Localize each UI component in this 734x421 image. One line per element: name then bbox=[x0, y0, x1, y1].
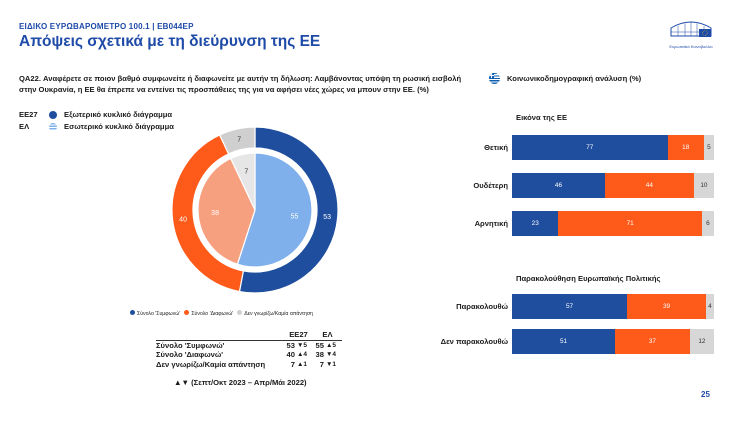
eu27-value: 7 bbox=[290, 359, 295, 369]
bar-segment-dk: 10 bbox=[693, 173, 714, 198]
legend-dk-label: Δεν γνωρίζω/Καμία απάντηση bbox=[244, 311, 313, 317]
gr-trend: ▼1 bbox=[326, 360, 337, 368]
gr-value: 55 bbox=[313, 339, 324, 350]
row-label: Σύνολο 'Συμφωνώ' bbox=[156, 339, 284, 350]
trend-footnote: ▲▼ (Σεπτ/Οκτ 2023 – Απρ/Μάι 2022) bbox=[174, 378, 307, 387]
pie-legend: Σύνολο 'Συμφωνώ' Σύνολο 'Διαφωνώ' Δεν γν… bbox=[130, 310, 313, 317]
bar-segment-agree: 57 bbox=[512, 294, 628, 319]
dk-dot-icon bbox=[237, 310, 243, 315]
outer-slice-dk bbox=[218, 126, 256, 155]
bar-segment-agree: 23 bbox=[512, 211, 559, 236]
eu27-value: 40 bbox=[286, 350, 295, 359]
stacked-bar: 57 39 4 bbox=[512, 294, 714, 319]
report-kicker: ΕΙΔΙΚΟ ΕΥΡΩΒΑΡΟΜΕΤΡΟ 100.1 | EB044EP bbox=[19, 22, 194, 31]
stacked-bar: 23 71 6 bbox=[512, 211, 714, 236]
greek-flag-icon bbox=[489, 73, 500, 84]
summary-table: ΕΕ27 ΕΛ Σύνολο 'Συμφωνώ' 53 ▼5 55 ▲5 Σύν… bbox=[156, 330, 342, 369]
outer-label-agree: 53 bbox=[323, 214, 331, 221]
bar-segment-disagree: 44 bbox=[604, 173, 694, 198]
survey-question: QA22. Αναφέρετε σε ποιον βαθμό συμφωνείτ… bbox=[19, 74, 462, 94]
bar-segment-agree: 77 bbox=[512, 135, 668, 160]
inner-slice-dk bbox=[229, 152, 256, 211]
bar-category-label: Θετική bbox=[484, 143, 508, 152]
greek-flag-icon bbox=[49, 122, 57, 131]
row-label: Δεν γνωρίζω/Καμία απάντηση bbox=[156, 359, 266, 369]
inner-slice-disagree bbox=[197, 157, 256, 265]
bar-segment-agree: 51 bbox=[512, 329, 616, 354]
bar-segment-disagree: 37 bbox=[615, 329, 690, 354]
table-row: Δεν γνωρίζω/Καμία απάντηση 7 ▲1 7 ▼1 bbox=[156, 360, 342, 370]
gr-value: 7 bbox=[319, 359, 324, 369]
ring-legend-text: Εσωτερικό κυκλικό διάγραμμα bbox=[64, 122, 174, 131]
legend-disagree-label: Σύνολο 'Διαφωνώ' bbox=[191, 311, 234, 317]
table-row: Σύνολο 'Συμφωνώ' 53 ▼5 55 ▲5 bbox=[156, 339, 342, 350]
table-row: Σύνολο 'Διαφωνώ' 40 ▲4 38 ▼4 bbox=[156, 350, 342, 360]
nested-donut-chart: 53 40 7 55 38 7 bbox=[171, 126, 339, 294]
legend-disagree: Σύνολο 'Διαφωνώ' bbox=[184, 310, 233, 317]
ring-legend-outer: ΕΕ27 Εξωτερικό κυκλικό διάγραμμα bbox=[19, 110, 172, 119]
parliament-logo: Ευρωπαϊκό Κοινοβούλιο bbox=[668, 18, 714, 49]
agree-dot-icon bbox=[130, 310, 135, 315]
ring-legend-code: ΕΛ bbox=[19, 122, 30, 131]
eu27-trend: ▲1 bbox=[297, 360, 308, 368]
ring-legend-inner: ΕΛ Εσωτερικό κυκλικό διάγραμμα bbox=[19, 122, 174, 131]
row-label: Σύνολο 'Διαφωνώ' bbox=[156, 350, 224, 359]
socio-title-text: Κοινωνικοδημογραφική ανάλυση (%) bbox=[507, 74, 642, 83]
section-title-eu-policy: Παρακολούθηση Ευρωπαϊκής Πολιτικής bbox=[516, 274, 661, 283]
logo-text: Ευρωπαϊκό Κοινοβούλιο bbox=[669, 44, 713, 49]
legend-dk: Δεν γνωρίζω/Καμία απάντηση bbox=[237, 310, 313, 317]
eu27-value: 53 bbox=[284, 339, 295, 350]
inner-label-agree: 55 bbox=[291, 214, 299, 221]
eu27-trend: ▼5 bbox=[295, 339, 313, 350]
gr-trend: ▲5 bbox=[324, 339, 342, 350]
table-header-gr: ΕΛ bbox=[322, 330, 333, 339]
parliament-building-icon bbox=[670, 21, 712, 37]
gr-value: 38 bbox=[315, 350, 324, 359]
page-number: 25 bbox=[701, 390, 710, 399]
outer-label-disagree: 40 bbox=[179, 216, 187, 223]
bar-segment-dk: 5 bbox=[703, 135, 714, 160]
section-title-eu-image: Εικόνα της ΕΕ bbox=[516, 113, 568, 122]
eu27-trend: ▲4 bbox=[297, 351, 308, 358]
bar-segment-disagree: 39 bbox=[627, 294, 706, 319]
gr-trend: ▼4 bbox=[326, 351, 337, 358]
legend-agree-label: Σύνολο 'Συμφωνώ' bbox=[137, 311, 181, 317]
bar-category-label: Παρακολουθώ bbox=[456, 302, 508, 311]
socio-title: Κοινωνικοδημογραφική ανάλυση (%) bbox=[489, 73, 641, 84]
bar-segment-dk: 12 bbox=[689, 329, 714, 354]
stacked-bar: 46 44 10 bbox=[512, 173, 714, 198]
bar-segment-dk: 6 bbox=[701, 211, 714, 236]
ring-legend-text: Εξωτερικό κυκλικό διάγραμμα bbox=[64, 110, 173, 119]
outer-slice-agree bbox=[238, 126, 339, 294]
inner-label-disagree: 38 bbox=[211, 210, 219, 217]
page-title: Απόψεις σχετικά με τη διεύρυνση της ΕΕ bbox=[19, 33, 321, 50]
stacked-bar: 51 37 12 bbox=[512, 329, 714, 354]
legend-agree: Σύνολο 'Συμφωνώ' bbox=[130, 310, 180, 317]
bar-segment-disagree: 71 bbox=[558, 211, 702, 236]
bar-segment-agree: 46 bbox=[512, 173, 605, 198]
bar-segment-dk: 4 bbox=[705, 294, 714, 319]
table-header-row: ΕΕ27 ΕΛ bbox=[156, 330, 342, 340]
ring-legend-code: ΕΕ27 bbox=[19, 110, 38, 119]
inner-label-dk: 7 bbox=[244, 168, 248, 175]
inner-slice-agree bbox=[236, 152, 313, 268]
outer-ring-marker-icon bbox=[49, 110, 57, 119]
bar-category-label: Ουδέτερη bbox=[473, 181, 508, 190]
bar-category-label: Αρνητική bbox=[474, 219, 508, 228]
outer-label-dk: 7 bbox=[237, 137, 241, 144]
bar-category-label: Δεν παρακολουθώ bbox=[440, 337, 508, 346]
stacked-bar: 77 18 5 bbox=[512, 135, 714, 160]
disagree-dot-icon bbox=[184, 310, 190, 315]
bar-segment-disagree: 18 bbox=[667, 135, 704, 160]
table-header-eu27: ΕΕ27 bbox=[289, 330, 308, 339]
